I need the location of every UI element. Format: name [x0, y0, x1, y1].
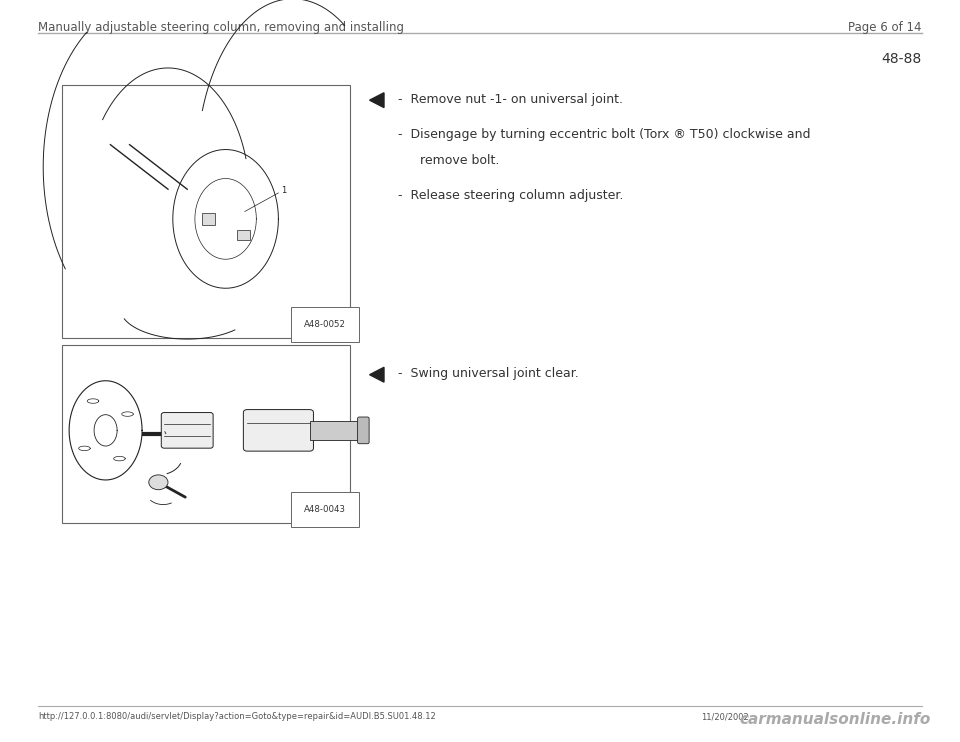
FancyBboxPatch shape	[244, 410, 314, 451]
Text: remove bolt.: remove bolt.	[420, 154, 499, 168]
Text: carmanualsonline.info: carmanualsonline.info	[740, 712, 931, 727]
Text: -  Disengage by turning eccentric bolt (Torx ® T50) clockwise and: - Disengage by turning eccentric bolt (T…	[398, 128, 811, 141]
Text: Manually adjustable steering column, removing and installing: Manually adjustable steering column, rem…	[38, 21, 404, 34]
Polygon shape	[370, 367, 384, 382]
Text: -  Remove nut -1- on universal joint.: - Remove nut -1- on universal joint.	[398, 93, 623, 106]
Text: -  Swing universal joint clear.: - Swing universal joint clear.	[398, 367, 579, 381]
Bar	[237, 230, 250, 240]
Text: 1: 1	[281, 186, 286, 195]
FancyBboxPatch shape	[161, 413, 213, 448]
Bar	[202, 213, 215, 225]
Circle shape	[149, 475, 168, 490]
Polygon shape	[370, 93, 384, 108]
Bar	[62, 345, 350, 523]
Text: 48-88: 48-88	[881, 52, 922, 66]
Text: Page 6 of 14: Page 6 of 14	[848, 21, 922, 34]
Text: A48-0043: A48-0043	[303, 505, 346, 514]
Text: 11/20/2002: 11/20/2002	[701, 712, 749, 721]
Text: -  Release steering column adjuster.: - Release steering column adjuster.	[398, 189, 624, 203]
Bar	[309, 421, 363, 440]
Text: http://127.0.0.1:8080/audi/servlet/Display?action=Goto&type=repair&id=AUDI.B5.SU: http://127.0.0.1:8080/audi/servlet/Displ…	[38, 712, 436, 721]
Bar	[62, 85, 350, 338]
FancyBboxPatch shape	[357, 417, 369, 444]
Text: A48-0052: A48-0052	[303, 320, 346, 329]
